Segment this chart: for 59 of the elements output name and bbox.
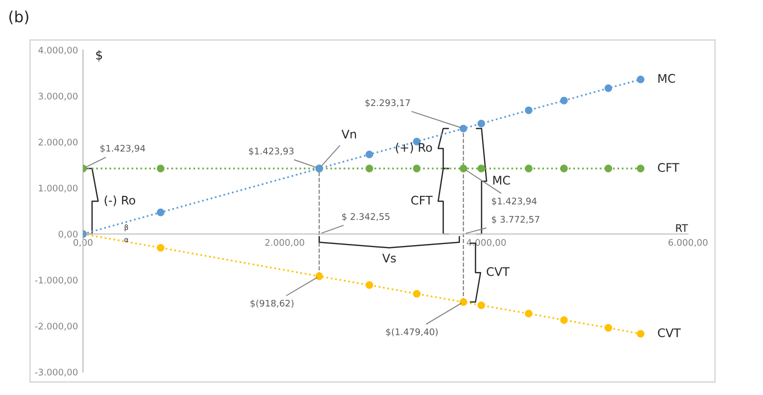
annotation: (+) Ro — [396, 142, 432, 154]
point — [315, 272, 324, 280]
point — [560, 316, 568, 324]
annotation: CVT — [486, 267, 510, 276]
point — [366, 150, 374, 158]
y-tick-label: -2.000,00 — [35, 322, 78, 330]
annotation: $2.293,17 — [365, 99, 410, 108]
annotation: MC — [493, 176, 510, 185]
point — [460, 124, 468, 132]
x-axis-title: RT — [676, 224, 688, 232]
series-label: CVT — [658, 328, 681, 338]
point — [560, 164, 568, 172]
annotation: $1.423,93 — [249, 147, 294, 156]
point — [524, 106, 533, 114]
point — [412, 164, 421, 172]
annotation: CFT — [411, 196, 433, 205]
annotation: $(918,62) — [250, 300, 294, 308]
point — [477, 164, 486, 172]
y-tick-label: -1.000,00 — [35, 276, 78, 284]
annotation: Vn — [342, 130, 356, 138]
annotation: Vs — [382, 254, 396, 262]
y-tick-label: 4.000,00 — [38, 46, 78, 54]
annotation: (-) Ro — [104, 196, 136, 206]
point — [604, 324, 612, 332]
x-tick-label: 6.000,00 — [668, 239, 708, 247]
series-label: CFT — [658, 162, 680, 172]
point — [460, 164, 468, 172]
point — [636, 330, 644, 338]
point — [560, 96, 568, 104]
annotation: $1.423,94 — [492, 197, 537, 206]
point — [524, 164, 533, 172]
x-tick-label: 2.000,00 — [265, 239, 304, 247]
point — [412, 290, 421, 298]
point — [156, 164, 164, 172]
point — [156, 208, 164, 216]
y-tick-label: -3.000,00 — [35, 368, 78, 376]
point — [477, 301, 486, 310]
point — [604, 164, 612, 172]
y-tick-label: 1.000,00 — [38, 184, 78, 192]
text: (b) — [9, 10, 28, 24]
point — [366, 281, 374, 289]
annotation: $1.423,94 — [100, 144, 146, 153]
x-tick-label: 4.000,00 — [466, 239, 506, 247]
point — [604, 84, 612, 92]
y-tick-label: 0,00 — [58, 230, 78, 238]
point — [636, 164, 644, 172]
annotation: $(1.479,40) — [386, 328, 438, 336]
point — [366, 164, 374, 172]
point — [636, 76, 644, 84]
point — [156, 244, 164, 252]
y-axis-title: $ — [96, 50, 102, 62]
y-tick-label: 2.000,00 — [38, 138, 78, 146]
series-label: MC — [658, 74, 676, 83]
annotation: $ 2.342,55 — [342, 212, 390, 222]
point — [477, 120, 486, 128]
point — [524, 310, 533, 318]
annotation: $ 3.772,57 — [492, 216, 540, 224]
y-tick-label: 3.000,00 — [38, 92, 78, 100]
point — [460, 298, 468, 306]
